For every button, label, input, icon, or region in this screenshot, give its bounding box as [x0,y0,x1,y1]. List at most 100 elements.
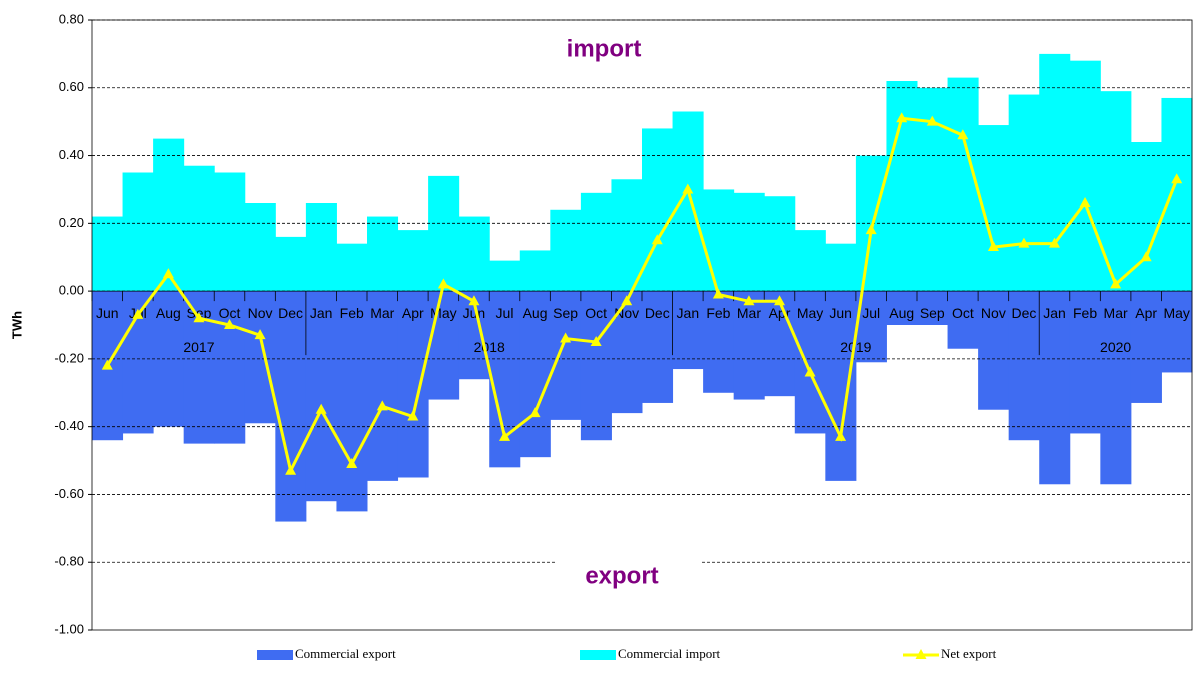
annotation: import [567,35,642,62]
bar [1008,94,1040,292]
marker [101,359,113,370]
x-tick-label: Nov [981,305,1006,321]
marker [926,115,938,126]
marker [224,319,235,329]
bar [122,172,154,292]
bar [825,243,857,292]
bar [183,165,215,292]
x-tick-label: Feb [706,305,730,321]
bar [397,291,429,478]
legend: Commercial export Commercial import Net ex… [257,646,997,661]
bar [214,172,246,292]
x-tick-label: Jun [96,305,119,321]
marker [376,400,388,411]
year-label: 2020 [1100,339,1131,355]
marker [193,312,205,323]
bar [244,291,276,424]
x-tick-label: Dec [645,305,670,321]
bar [305,291,337,502]
marker [621,295,633,306]
marker [835,430,847,441]
y-tick-label: -0.20 [54,350,84,365]
marker [774,295,785,306]
x-tick-label: Aug [889,305,914,321]
x-tick-label: Mar [737,305,761,321]
marker [1079,197,1091,207]
marker [804,366,816,377]
bar [489,260,521,292]
bar [580,291,612,441]
bar [367,291,399,481]
bar [733,192,765,292]
bar [428,291,460,400]
bar [153,138,185,292]
bar [611,179,643,292]
bar [764,291,796,397]
bar [825,291,857,481]
marker [346,457,358,468]
bar [947,77,979,292]
marker [590,335,602,346]
y-tick-label: -0.60 [54,486,84,501]
bar [672,291,704,370]
y-tick-label: -0.80 [54,554,84,569]
legend-marker [915,649,927,659]
x-tick-label: Oct [219,305,241,321]
bar [1100,91,1132,292]
bar [92,216,124,292]
bar [275,291,307,522]
bar [917,291,949,325]
marker [682,183,694,194]
bar [428,175,460,292]
y-axis-label: TWh [9,311,24,339]
bar [305,203,337,292]
legend-label: Commercial export [295,646,396,661]
legend-label: Net export [941,646,997,661]
bar [1161,291,1193,373]
y-tick-label: 0.00 [59,283,84,298]
bar [1130,142,1162,292]
bar [214,291,246,444]
marker [529,407,541,418]
bar [642,291,674,403]
y-tick-label: 0.40 [59,147,84,162]
bar [947,291,979,349]
bar [336,291,368,512]
marker [254,329,266,340]
marker [560,332,572,343]
line [105,116,1179,476]
legend-swatch [580,650,616,660]
marker [285,464,297,475]
x-tick-label: Sep [553,305,578,321]
x-tick-label: Aug [523,305,548,321]
bar [886,81,918,292]
x-tick-label: Jul [862,305,880,321]
bar [397,230,429,292]
bar [519,250,551,292]
bar [1100,291,1132,485]
bar [1130,291,1162,403]
annotation-background [556,560,702,594]
x-tick-label: Apr [1135,305,1157,321]
marker [1110,278,1122,289]
bar [855,155,887,292]
bar [703,189,735,292]
marker [957,129,969,140]
bar [1069,60,1101,292]
x-tick-label: Jun [829,305,852,321]
marker [896,112,908,123]
bar [1161,97,1193,292]
x-tick-label: Jan [677,305,700,321]
bar [580,192,612,292]
x-tick-label: Mar [1104,305,1128,321]
bar [1008,291,1040,441]
y-tick-label: 0.20 [59,215,84,230]
y-tick-label: -0.40 [54,418,84,433]
annotation: export [585,562,658,589]
x-tick-label: Jul [496,305,514,321]
bar [703,291,735,393]
marker [468,295,480,306]
legend-label: Commercial import [618,646,721,661]
x-tick-label: Feb [340,305,364,321]
